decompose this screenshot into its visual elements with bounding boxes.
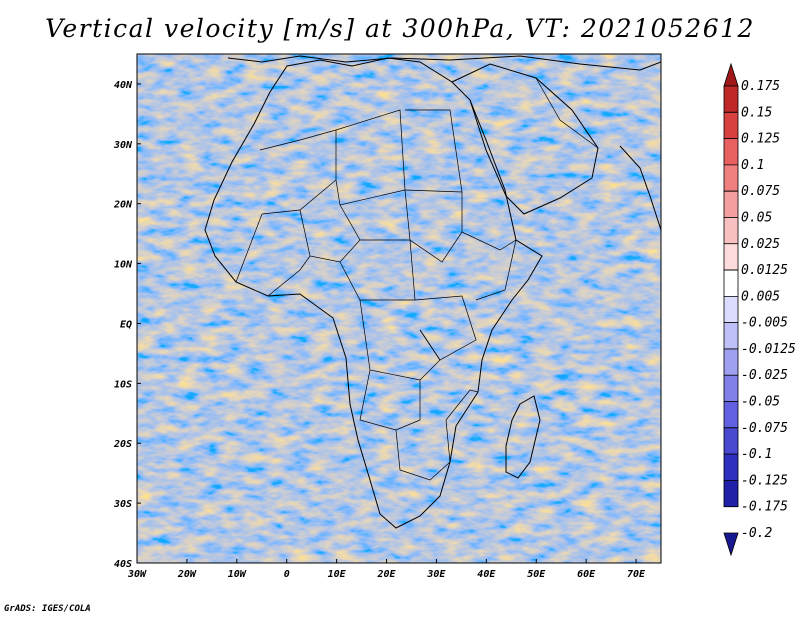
colorbar-swatch (723, 401, 739, 429)
longitude-axis: 30W 20W 10W 0 10E 20E 30E 40E 50E 60E 70E (127, 559, 646, 580)
lat-tick-label: 40S (114, 559, 132, 570)
lon-tick-label: 30E (426, 569, 446, 580)
colorbar-swatch (723, 269, 739, 297)
colorbar-label: 0.1 (741, 158, 764, 173)
colorbar-label: 0.025 (741, 237, 780, 252)
colorbar-label: 0.005 (741, 289, 780, 304)
lat-tick-label: 30S (113, 499, 132, 510)
lon-tick-label: 20W (177, 569, 197, 580)
colorbar-swatch (723, 532, 739, 557)
colorbar-swatch (723, 111, 739, 139)
colorbar: 0.175 0.15 0.125 0.1 0.075 0.05 0.025 0.0125 0.0… (723, 62, 796, 557)
lat-tick-label: 10S (114, 379, 132, 390)
colorbar-swatch (723, 217, 739, 245)
colorbar-label: -0.005 (741, 316, 788, 331)
europe-outline (227, 55, 661, 71)
colorbar-swatch (723, 480, 739, 508)
colorbar-swatch (723, 243, 739, 271)
lon-tick-label: 20E (376, 569, 396, 580)
colorbar-swatch (723, 190, 739, 218)
colorbar-swatch (723, 348, 739, 376)
lon-tick-label: 70E (627, 569, 646, 580)
colorbar-label: 0.0125 (741, 263, 788, 278)
colorbar-label: -0.0125 (741, 342, 796, 357)
lon-tick-label: 50E (527, 569, 546, 580)
lon-tick-label: 40E (477, 569, 496, 580)
colorbar-swatch (723, 427, 739, 455)
colorbar-label: -0.125 (741, 473, 788, 488)
latitude-axis: 40N 30N 20N 10N EQ 10S 20S 30S 40S (113, 80, 141, 570)
colorbar-label: -0.05 (741, 395, 780, 410)
coastlines (204, 55, 661, 529)
velocity-field (137, 54, 661, 563)
lat-tick-label: 30N (113, 140, 133, 151)
colorbar-label: -0.1 (741, 447, 772, 462)
lat-tick-label: 40N (114, 80, 133, 91)
map-border (136, 53, 662, 564)
india-outline (619, 145, 661, 231)
country-borders (235, 77, 599, 481)
colorbar-label: 0.125 (741, 132, 780, 147)
colorbar-swatch (723, 62, 739, 87)
lon-tick-label: 10W (228, 569, 247, 580)
colorbar-swatch (723, 138, 739, 166)
colorbar-swatch (723, 322, 739, 350)
colorbar-label: -0.175 (741, 500, 788, 515)
colorbar-label: -0.075 (741, 421, 788, 436)
colorbar-label: 0.15 (741, 105, 772, 120)
page-title: Vertical velocity [m/s] at 300hPa, VT: 2… (45, 14, 755, 43)
colorbar-label: -0.025 (741, 368, 788, 383)
lon-tick-label: 0 (284, 569, 290, 580)
lat-tick-label: EQ (120, 319, 132, 330)
lon-tick-label: 60E (577, 569, 596, 580)
lat-tick-label: 10N (114, 260, 133, 271)
credit-label: GrADS: IGES/COLA (4, 604, 91, 614)
colorbar-label: -0.2 (741, 526, 772, 541)
colorbar-swatch (723, 295, 739, 324)
lon-tick-label: 10E (328, 569, 347, 580)
colorbar-swatch (723, 374, 739, 402)
colorbar-label: 0.05 (741, 210, 772, 225)
lat-tick-label: 20N (113, 200, 133, 211)
lat-tick-label: 20S (113, 439, 132, 450)
colorbar-label: 0.175 (741, 79, 780, 94)
madagascar-outline (505, 395, 541, 479)
colorbar-swatch (723, 453, 739, 481)
colorbar-swatch (723, 85, 739, 113)
colorbar-label: 0.075 (741, 184, 780, 199)
colorbar-swatch (723, 164, 739, 192)
arabia-outline (451, 63, 599, 215)
lon-tick-label: 30W (127, 569, 147, 580)
